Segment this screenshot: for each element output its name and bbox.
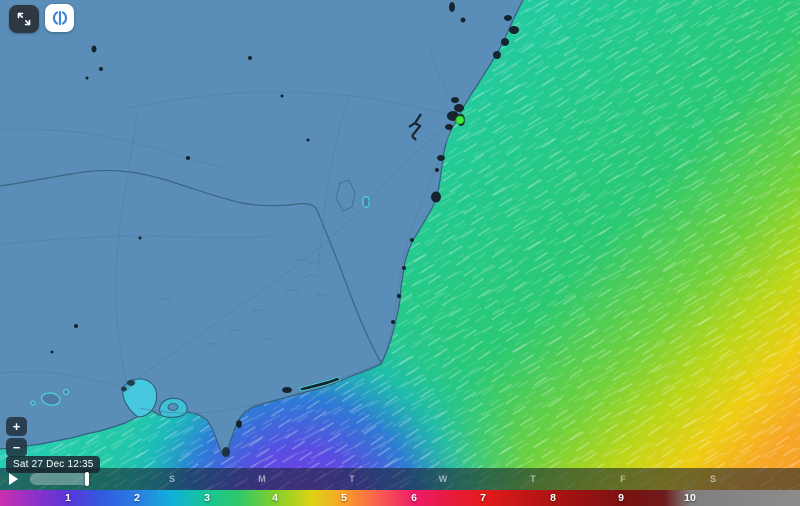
urban-and-lake-features — [50, 2, 519, 457]
western-port-bay — [159, 397, 188, 418]
timeline-day-label: S — [709, 474, 717, 484]
timeline-day-label: T — [349, 474, 355, 484]
terrain-contours — [159, 258, 329, 346]
legend-value: 4 — [272, 492, 278, 504]
split-view-button[interactable] — [45, 4, 74, 32]
zoom-out-button[interactable]: − — [6, 438, 27, 457]
play-icon — [9, 473, 18, 485]
station-marker[interactable] — [455, 115, 465, 125]
legend-value: 1 — [65, 492, 71, 504]
timeline-elapsed — [30, 473, 85, 485]
lakes — [30, 196, 370, 406]
split-view-icon — [52, 10, 67, 26]
wave-scale-legend: 1 2 3 4 5 6 7 8 9 10 — [0, 490, 800, 506]
legend-value: 2 — [134, 492, 140, 504]
play-button[interactable] — [8, 473, 20, 485]
timeline-day-label: F — [620, 474, 626, 484]
timeline-day-label: M — [258, 474, 266, 484]
timeline-handle[interactable] — [85, 472, 89, 486]
expand-button[interactable] — [9, 5, 39, 33]
zoom-in-button[interactable]: + — [6, 417, 27, 436]
legend-value: 7 — [480, 492, 486, 504]
expand-icon — [17, 12, 31, 26]
legend-value: 3 — [204, 492, 210, 504]
legend-value: 8 — [550, 492, 556, 504]
zoom-controls: + − — [6, 417, 27, 457]
legend-value: 6 — [411, 492, 417, 504]
timeline-day-label: W — [438, 474, 448, 484]
port-phillip-bay — [122, 378, 158, 418]
timeline-day-label: S — [168, 474, 176, 484]
legend-value: 5 — [341, 492, 347, 504]
act-boundary — [335, 179, 356, 212]
timeline-day-label: T — [530, 474, 536, 484]
legend-value: 9 — [618, 492, 624, 504]
legend-value: 10 — [684, 492, 696, 504]
roads — [0, 47, 459, 414]
state-border — [0, 169, 382, 364]
